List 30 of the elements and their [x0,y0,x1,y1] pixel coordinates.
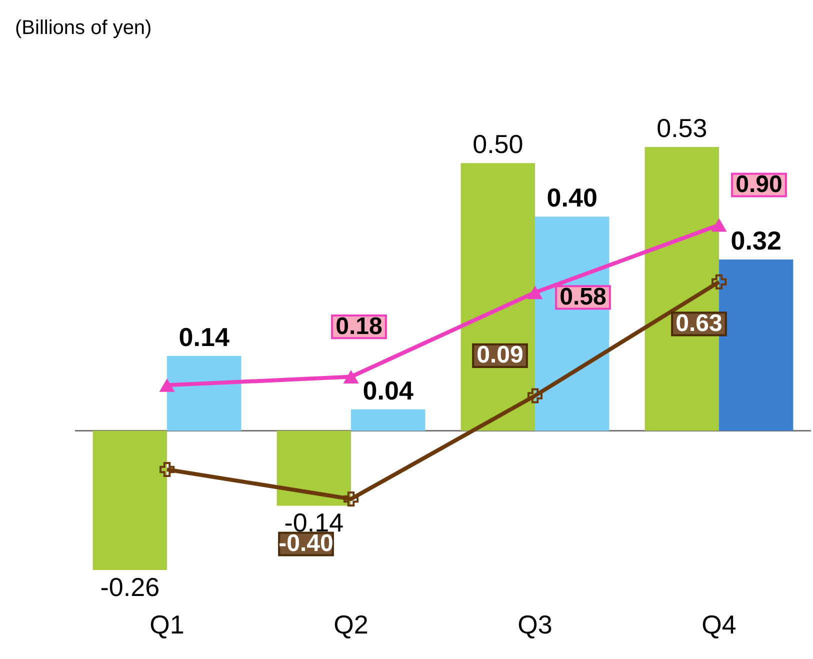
data-label: 0.50 [472,129,524,160]
x-tick-label: Q1 [150,610,184,640]
data-label: 0.58 [560,283,606,310]
point [711,218,727,232]
x-tick-label: Q3 [518,610,552,640]
point [159,378,175,392]
bar [276,430,351,506]
bar [92,430,167,570]
data-label: 0.09 [476,342,524,369]
point [343,491,359,507]
point [527,286,543,300]
data-label: 0.63 [676,310,722,337]
data-label: -0.26 [100,572,160,602]
point [527,388,543,404]
text: (Billions of yen) [15,17,152,39]
bar [460,163,535,431]
data-label: 0.32 [730,225,782,256]
point [711,274,727,290]
data-label: 0.40 [546,182,598,213]
data-label: 0.18 [336,312,382,340]
bar [351,409,426,431]
point [343,370,359,384]
data-label: 0.90 [736,171,782,198]
data-label: 0.53 [656,113,708,143]
data-label: 0.04 [362,375,414,406]
x-tick-label: Q2 [334,610,368,640]
data-label: 0.14 [178,322,230,352]
x-tick-label: Q4 [702,610,736,640]
bar [167,356,242,431]
point [159,462,175,478]
